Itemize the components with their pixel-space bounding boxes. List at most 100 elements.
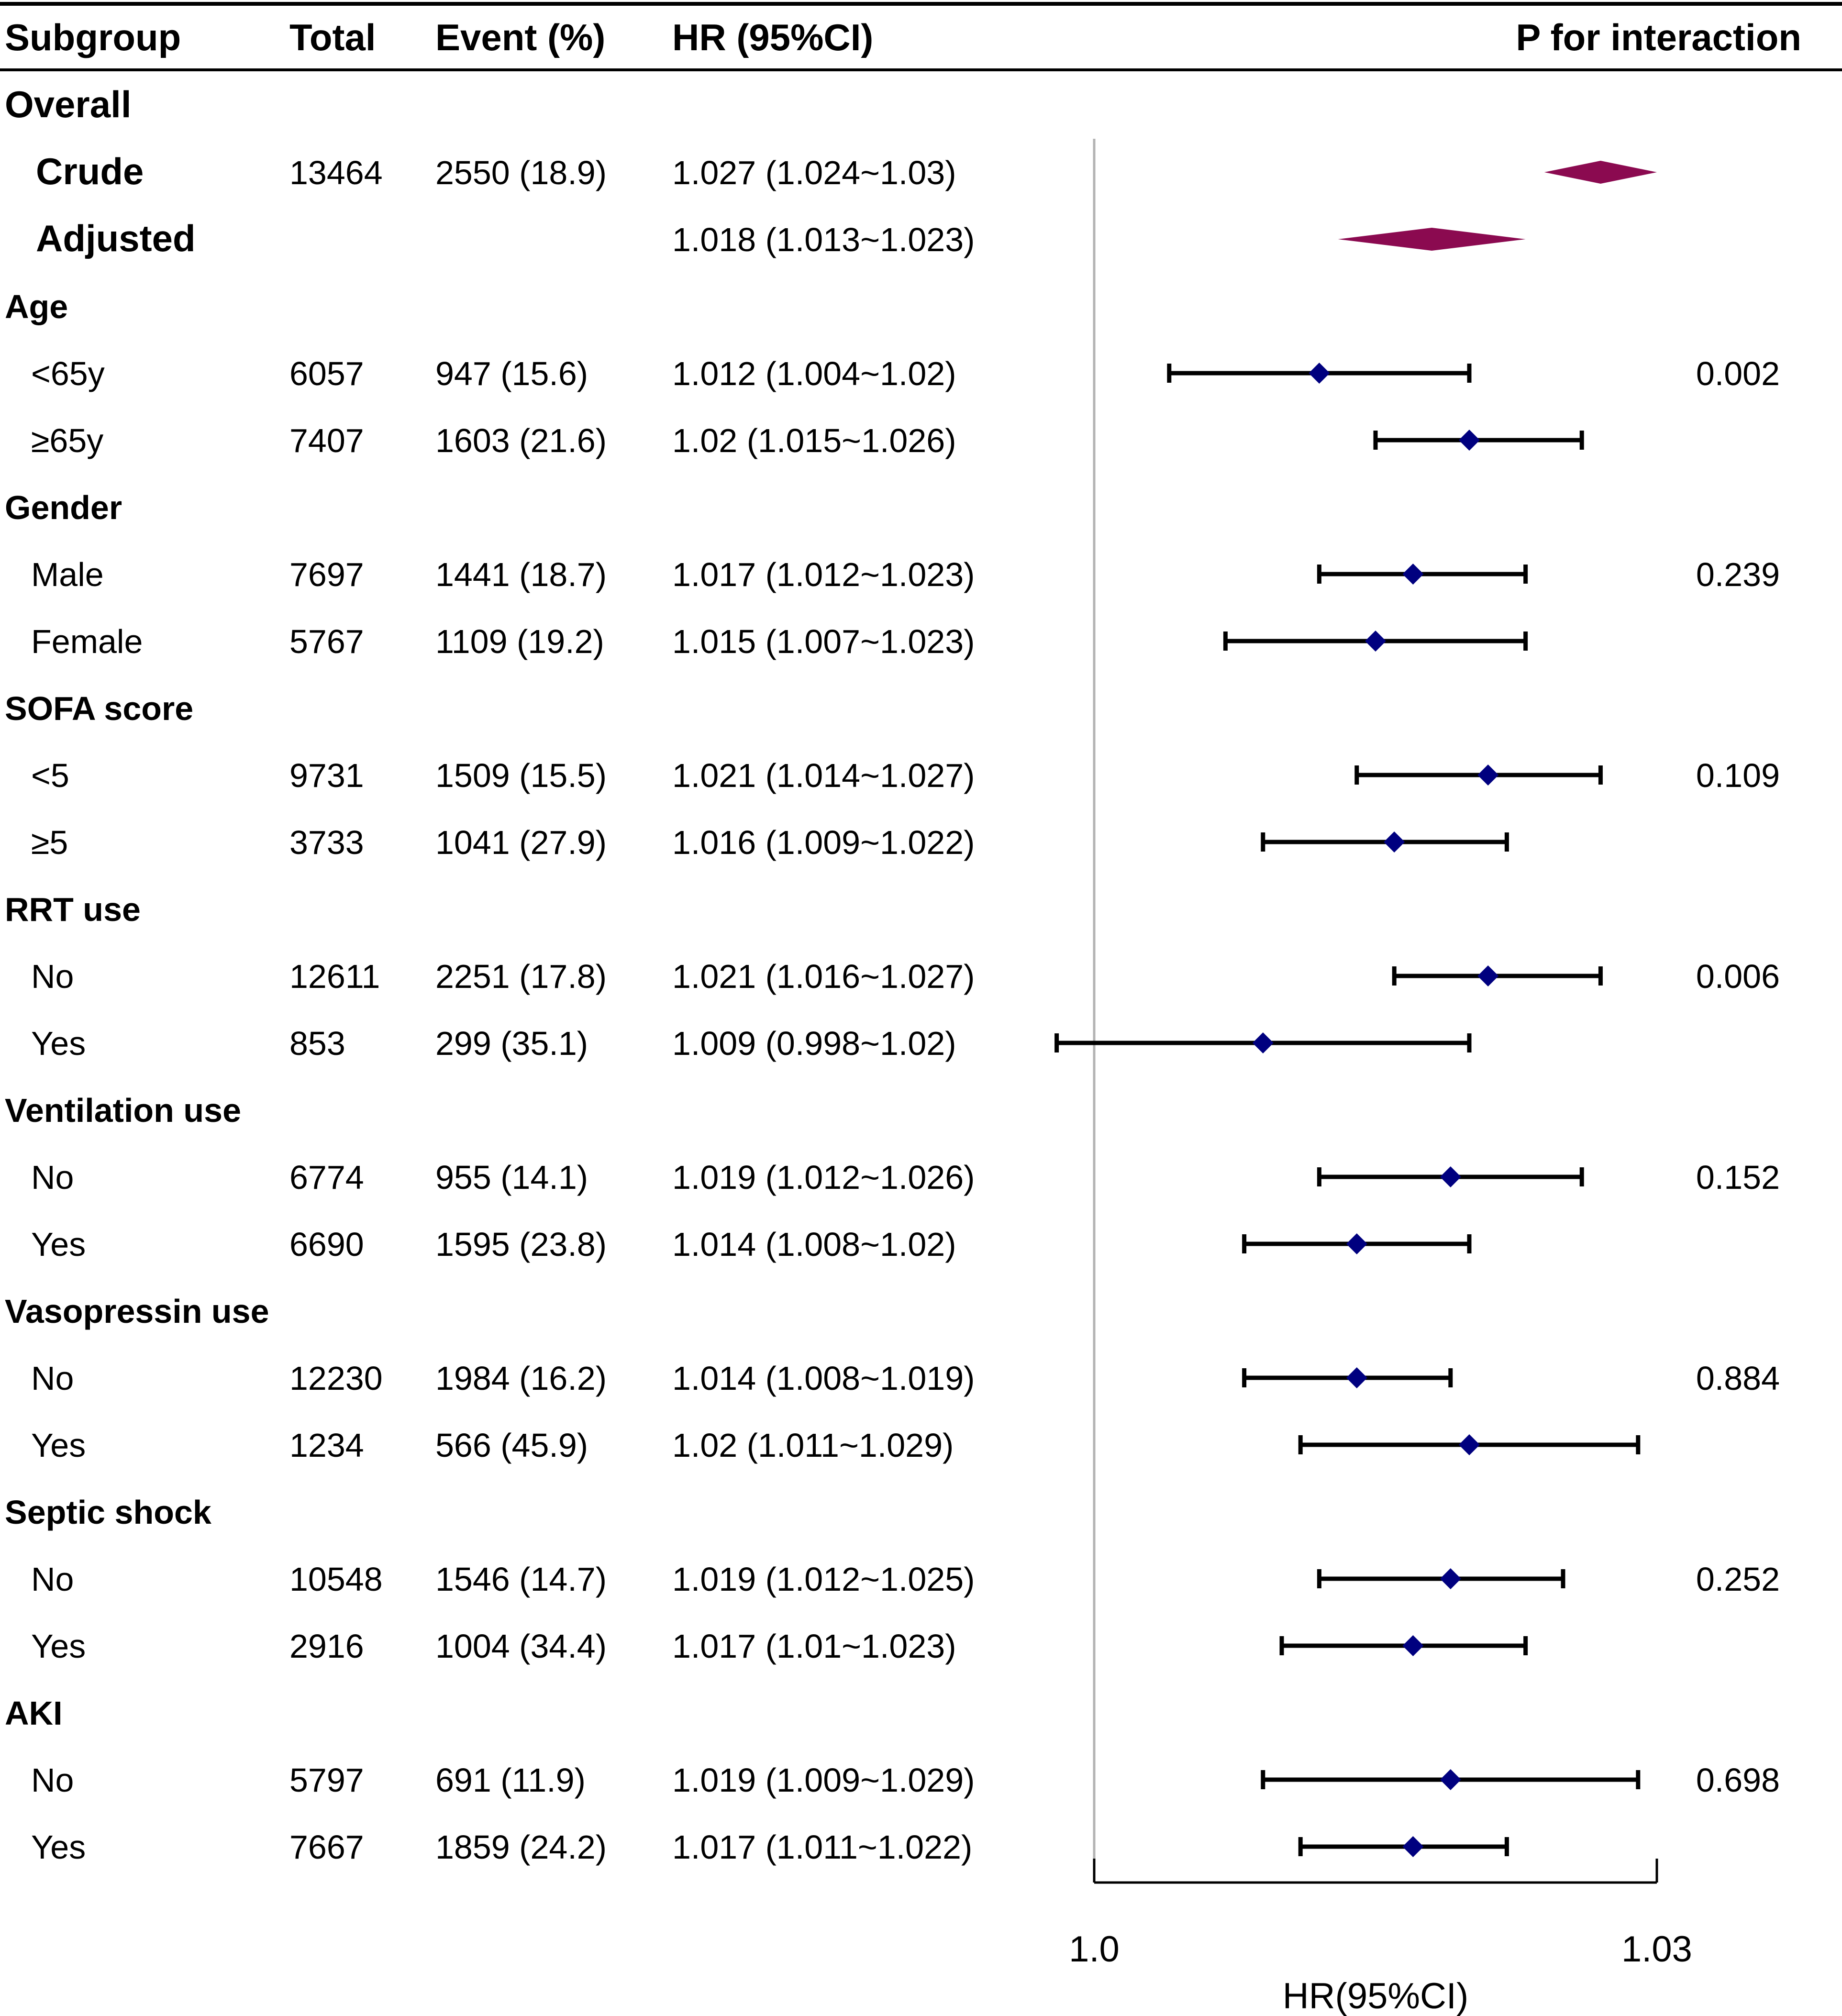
header-hr: HR (95%CI) bbox=[672, 16, 873, 58]
row-total: 1234 bbox=[289, 1427, 364, 1464]
row-event: 1859 (24.2) bbox=[435, 1828, 607, 1866]
row-total: 6774 bbox=[289, 1159, 364, 1196]
row-hr: 1.019 (1.012~1.025) bbox=[672, 1561, 975, 1598]
group-label: Ventilation use bbox=[5, 1092, 241, 1129]
row-event: 1984 (16.2) bbox=[435, 1360, 607, 1397]
hr-point bbox=[1477, 965, 1499, 986]
row-event: 1441 (18.7) bbox=[435, 556, 607, 593]
row-p-interaction: 0.698 bbox=[1696, 1761, 1780, 1799]
hr-point bbox=[1440, 1568, 1461, 1589]
row-total: 12230 bbox=[289, 1360, 383, 1397]
row-hr: 1.021 (1.016~1.027) bbox=[672, 958, 975, 995]
group-label: SOFA score bbox=[5, 690, 193, 727]
row-hr: 1.021 (1.014~1.027) bbox=[672, 757, 975, 794]
hr-point bbox=[1346, 1233, 1367, 1254]
hr-point bbox=[1402, 1635, 1424, 1656]
row-label: Male bbox=[31, 556, 104, 593]
group-label: Septic shock bbox=[5, 1494, 211, 1531]
row-hr: 1.02 (1.015~1.026) bbox=[672, 422, 956, 459]
hr-point bbox=[1459, 1434, 1480, 1455]
row-label: Female bbox=[31, 623, 143, 660]
row-event: 566 (45.9) bbox=[435, 1427, 588, 1464]
row-total: 12611 bbox=[289, 958, 380, 995]
row-p-interaction: 0.252 bbox=[1696, 1561, 1780, 1598]
group-label: Vasopressin use bbox=[5, 1293, 269, 1330]
row-p-interaction: 0.152 bbox=[1696, 1159, 1780, 1196]
row-total: 853 bbox=[289, 1025, 345, 1062]
row-hr: 1.014 (1.008~1.02) bbox=[672, 1226, 956, 1263]
x-axis-tick-label: 1.0 bbox=[1069, 1929, 1120, 1970]
row-hr: 1.019 (1.009~1.029) bbox=[672, 1761, 975, 1799]
row-event: 1041 (27.9) bbox=[435, 824, 607, 861]
row-event: 299 (35.1) bbox=[435, 1025, 588, 1062]
row-label: Yes bbox=[31, 1025, 86, 1062]
hr-point bbox=[1252, 1032, 1274, 1053]
row-p-interaction: 0.239 bbox=[1696, 556, 1780, 593]
group-label: RRT use bbox=[5, 891, 141, 928]
group-label: AKI bbox=[5, 1695, 63, 1732]
row-p-interaction: 0.002 bbox=[1696, 355, 1780, 392]
row-label: No bbox=[31, 1761, 74, 1799]
hr-point bbox=[1365, 631, 1386, 652]
group-label: Gender bbox=[5, 489, 122, 526]
row-event: 1603 (21.6) bbox=[435, 422, 607, 459]
row-label: <5 bbox=[31, 757, 69, 794]
row-hr: 1.019 (1.012~1.026) bbox=[672, 1159, 975, 1196]
x-axis-title: HR(95%CI) bbox=[1283, 1976, 1469, 2016]
row-event: 1546 (14.7) bbox=[435, 1561, 607, 1598]
header-total: Total bbox=[289, 16, 376, 58]
row-total: 9731 bbox=[289, 757, 364, 794]
hr-point bbox=[1384, 831, 1405, 853]
overall-adjusted-hr: 1.018 (1.013~1.023) bbox=[672, 221, 975, 258]
row-label: <65y bbox=[31, 355, 105, 392]
row-event: 955 (14.1) bbox=[435, 1159, 588, 1196]
row-total: 2916 bbox=[289, 1628, 364, 1665]
row-label: ≥65y bbox=[31, 422, 103, 459]
row-label: No bbox=[31, 1360, 74, 1397]
row-event: 947 (15.6) bbox=[435, 355, 588, 392]
row-label: No bbox=[31, 1561, 74, 1598]
row-event: 2251 (17.8) bbox=[435, 958, 607, 995]
row-hr: 1.009 (0.998~1.02) bbox=[672, 1025, 956, 1062]
row-total: 5797 bbox=[289, 1761, 364, 1799]
row-total: 6057 bbox=[289, 355, 364, 392]
overall-crude-event: 2550 (18.9) bbox=[435, 154, 607, 191]
row-total: 3733 bbox=[289, 824, 364, 861]
row-hr: 1.017 (1.012~1.023) bbox=[672, 556, 975, 593]
overall-crude-label: Crude bbox=[36, 150, 144, 192]
row-total: 5767 bbox=[289, 623, 364, 660]
row-p-interaction: 0.006 bbox=[1696, 958, 1780, 995]
row-p-interaction: 0.109 bbox=[1696, 757, 1780, 794]
group-label: Age bbox=[5, 288, 68, 325]
row-hr: 1.017 (1.011~1.022) bbox=[672, 1828, 972, 1866]
row-hr: 1.017 (1.01~1.023) bbox=[672, 1628, 956, 1665]
row-p-interaction: 0.884 bbox=[1696, 1360, 1780, 1397]
row-event: 691 (11.9) bbox=[435, 1761, 586, 1799]
x-axis-tick-label: 1.03 bbox=[1621, 1929, 1692, 1970]
hr-point bbox=[1346, 1367, 1367, 1388]
row-hr: 1.02 (1.011~1.029) bbox=[672, 1427, 954, 1464]
row-label: ≥5 bbox=[31, 824, 68, 861]
row-total: 7697 bbox=[289, 556, 364, 593]
overall-crude-total: 13464 bbox=[289, 154, 383, 191]
row-label: Yes bbox=[31, 1628, 86, 1665]
hr-point bbox=[1477, 764, 1499, 786]
overall-adjusted-label: Adjusted bbox=[36, 217, 196, 259]
header-event: Event (%) bbox=[435, 16, 605, 58]
hr-point bbox=[1440, 1166, 1461, 1187]
overall-adjusted-diamond bbox=[1338, 228, 1526, 251]
row-label: No bbox=[31, 1159, 74, 1196]
row-label: Yes bbox=[31, 1226, 86, 1263]
row-label: Yes bbox=[31, 1427, 86, 1464]
row-event: 1595 (23.8) bbox=[435, 1226, 607, 1263]
row-label: Yes bbox=[31, 1828, 86, 1866]
row-event: 1004 (34.4) bbox=[435, 1628, 607, 1665]
hr-point bbox=[1459, 430, 1480, 451]
hr-point bbox=[1402, 564, 1424, 585]
hr-point bbox=[1440, 1769, 1461, 1790]
overall-label: Overall bbox=[5, 83, 132, 125]
row-label: No bbox=[31, 958, 74, 995]
row-hr: 1.014 (1.008~1.019) bbox=[672, 1360, 975, 1397]
row-hr: 1.016 (1.009~1.022) bbox=[672, 824, 975, 861]
overall-crude-diamond bbox=[1544, 161, 1657, 184]
